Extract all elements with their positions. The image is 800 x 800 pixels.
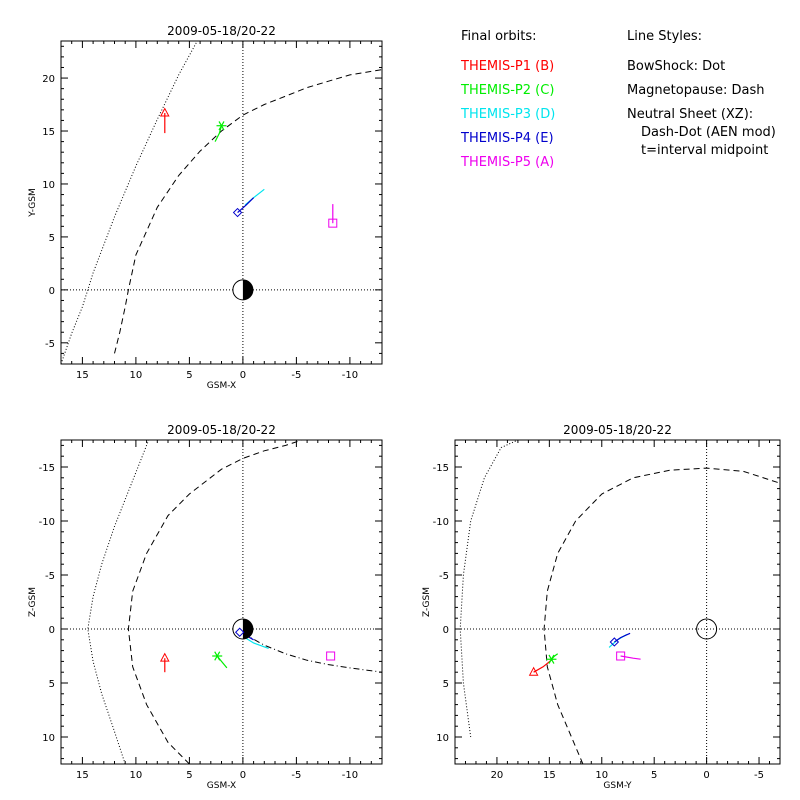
- plot-frame: [454, 439, 781, 765]
- x-tick-label: 10: [595, 770, 608, 781]
- probe-marker-p1: [528, 666, 539, 676]
- magnetopause-curve: [114, 69, 382, 354]
- xy-orbit-panel: 2009-05-18/20-22 15 10 5 0 -5 -10 -5 0 5 10 15 20 GSM…: [28, 24, 383, 391]
- earth-night-side: [242, 279, 253, 300]
- probe-marker-p5: [326, 651, 336, 661]
- orbit-trace-p2: [214, 125, 223, 142]
- magnetopause-curve: [543, 467, 780, 764]
- probe-marker-p4: [234, 627, 245, 637]
- y-tick-label: -5: [45, 571, 55, 582]
- x-tick-label: 10: [130, 370, 143, 381]
- x-tick-label: 5: [186, 770, 192, 781]
- y-tick-label: -10: [433, 517, 449, 528]
- x-tick-label: 10: [130, 770, 143, 781]
- y-tick-label: 20: [42, 74, 55, 85]
- probe-marker-p2: [216, 121, 227, 131]
- legend-probe-p5: THEMIS-P5 (A): [460, 155, 554, 170]
- orbit-trace-p4: [237, 197, 255, 214]
- y-tick-label: -5: [439, 571, 449, 582]
- x-tick-label: 0: [240, 370, 246, 381]
- y-tick-label: 5: [443, 679, 449, 690]
- y-tick-label: -10: [39, 517, 55, 528]
- plot-title: 2009-05-18/20-22: [563, 423, 672, 437]
- y-tick-label: 0: [443, 625, 449, 636]
- x-axis-label: GSM-X: [207, 781, 236, 791]
- legend-style-bowshock: BowShock: Dot: [627, 59, 725, 74]
- y-tick-label: -15: [39, 463, 55, 474]
- x-axis-label: GSM-X: [207, 381, 236, 391]
- x-tick-label: 15: [76, 770, 89, 781]
- y-tick-label: 5: [49, 233, 55, 244]
- legend-style-neutral-sheet: Neutral Sheet (XZ):: [627, 107, 753, 122]
- x-tick-label: 5: [186, 370, 192, 381]
- earth-icon: [696, 618, 718, 640]
- x-tick-label: -5: [291, 370, 301, 381]
- y-tick-label: 10: [42, 180, 55, 191]
- y-tick-label: 0: [49, 625, 55, 636]
- x-tick-label: -5: [291, 770, 301, 781]
- earth-night-side: [242, 619, 253, 639]
- magnetopause-curve: [127, 440, 302, 764]
- y-tick-label: 0: [49, 286, 55, 297]
- y-tick-label: 10: [42, 733, 55, 744]
- legend-style-magnetopause: Magnetopause: Dash: [627, 83, 764, 98]
- orbit-trace-p3: [244, 637, 269, 649]
- y-axis-label: Z-GSM: [422, 587, 432, 617]
- y-tick-label: 15: [42, 127, 55, 138]
- probe-marker-p2: [546, 654, 557, 664]
- x-tick-label: 15: [543, 770, 556, 781]
- x-tick-label: 20: [491, 770, 504, 781]
- y-tick-label: -15: [433, 463, 449, 474]
- plot-frame: [60, 40, 383, 365]
- y-axis-label: Z-GSM: [28, 587, 38, 617]
- probe-marker-p2: [212, 651, 223, 661]
- legend-orbits-title: Final orbits:: [461, 29, 537, 44]
- x-tick-label: 15: [76, 370, 89, 381]
- x-axis-label: GSM-Y: [603, 781, 632, 791]
- yz-orbit-panel: 2009-05-18/20-22 20 15 10 5 0 -5 10 5 0 -5 -10 -15 GS…: [422, 423, 781, 791]
- x-tick-label: 5: [651, 770, 657, 781]
- y-tick-label: 10: [436, 733, 449, 744]
- xz-orbit-panel: 2009-05-18/20-22 15 10 5 0 -5 -10 10 5 0 -5 -10 -15 G…: [28, 423, 383, 791]
- probe-marker-p4: [232, 207, 243, 218]
- y-axis-label: Y-GSM: [28, 188, 38, 217]
- x-tick-label: -10: [342, 370, 358, 381]
- plot-title: 2009-05-18/20-22: [167, 423, 276, 437]
- legend-probe-p4: THEMIS-P4 (E): [460, 131, 554, 146]
- bowshock-curve: [87, 440, 150, 764]
- legend-probe-p1: THEMIS-P1 (B): [460, 59, 554, 74]
- probe-marker-p1: [159, 652, 170, 662]
- orbit-trace-p5: [620, 655, 641, 660]
- x-tick-label: 0: [703, 770, 709, 781]
- legend: Final orbits: THEMIS-P1 (B) THEMIS-P2 (C…: [460, 29, 776, 170]
- legend-probe-p3: THEMIS-P3 (D): [460, 107, 555, 122]
- x-tick-label: -10: [342, 770, 358, 781]
- plot-title: 2009-05-18/20-22: [167, 24, 276, 38]
- neutral-sheet-curve: [242, 632, 382, 673]
- bowshock-curve: [459, 440, 519, 738]
- y-tick-label: -5: [45, 339, 55, 350]
- probe-marker-p5: [328, 218, 338, 228]
- x-tick-label: 0: [240, 770, 246, 781]
- bowshock-curve: [61, 41, 198, 364]
- legend-probe-p2: THEMIS-P2 (C): [460, 83, 554, 98]
- y-tick-label: 5: [49, 679, 55, 690]
- probe-marker-p4: [609, 637, 620, 647]
- probe-marker-p5: [616, 651, 626, 661]
- probe-marker-p1: [159, 107, 170, 117]
- legend-styles-title: Line Styles:: [627, 29, 702, 44]
- x-tick-label: -5: [754, 770, 764, 781]
- legend-style-midpoint: t=interval midpoint: [641, 143, 768, 158]
- legend-style-dash-dot: Dash-Dot (AEN mod): [641, 125, 776, 140]
